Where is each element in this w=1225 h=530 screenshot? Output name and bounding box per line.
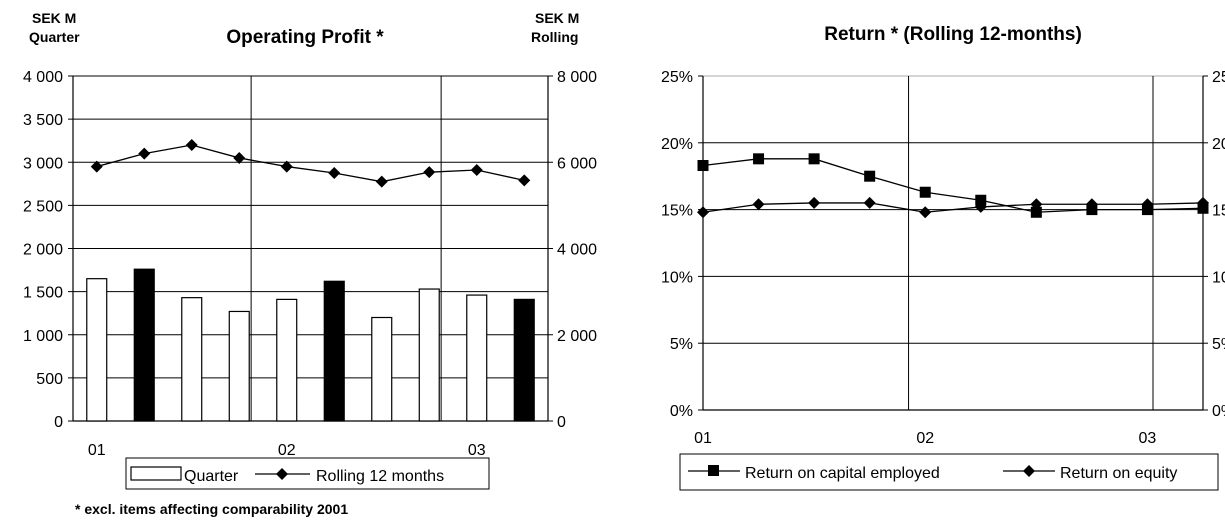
right-chart-grid — [698, 75, 1208, 411]
rolling-point — [90, 160, 103, 173]
left-axis-label-line1: SEK M — [32, 10, 76, 26]
roe-point — [1030, 198, 1043, 211]
quarter-bar — [418, 288, 440, 422]
rolling-point — [518, 174, 531, 187]
roce-point — [697, 160, 709, 172]
return-right-tick-label: 10% — [1212, 269, 1225, 286]
rolling-point — [423, 166, 436, 179]
return-right-tick-label: 20% — [1212, 136, 1225, 153]
return-title: Return * (Rolling 12-months) — [824, 24, 1082, 45]
quarter-bars — [86, 268, 535, 422]
return-left-tick-label: 25% — [661, 69, 693, 86]
roe-point — [697, 206, 709, 219]
roe-point — [919, 206, 932, 219]
right-tick-label: 0 — [557, 414, 566, 431]
legend-roe-marker — [1023, 465, 1035, 477]
left-tick-label: 3 000 — [23, 155, 63, 172]
rolling-series-line — [96, 144, 525, 183]
roe-point — [752, 198, 765, 211]
left-tick-label: 500 — [36, 371, 63, 388]
x-label: 03 — [468, 442, 486, 459]
right-tick-label: 6 000 — [557, 155, 597, 172]
left-axis-label-line2: Quarter — [29, 29, 80, 45]
left-legend: Quarter Rolling 12 months — [125, 457, 490, 490]
left-tick-label: 3 500 — [23, 112, 63, 129]
roe-point — [1197, 196, 1209, 209]
legend-rolling-label: Rolling 12 months — [316, 468, 444, 485]
return-left-tick-label: 0% — [670, 403, 693, 420]
roe-point — [1085, 198, 1098, 211]
rolling-point — [138, 147, 151, 160]
x-label: 02 — [278, 442, 296, 459]
right-axis-label-line2: Rolling — [531, 29, 578, 45]
roce-point — [919, 186, 931, 198]
left-tick-label: 4 000 — [23, 69, 63, 86]
quarter-bar — [466, 294, 488, 422]
quarter-bar — [133, 268, 155, 422]
return-right-tick-label: 25% — [1212, 69, 1225, 86]
rolling-point — [280, 160, 293, 173]
return-x-label: 03 — [1139, 430, 1157, 447]
footnote: * excl. items affecting comparability 20… — [75, 501, 348, 517]
roce-point — [975, 194, 987, 206]
rolling-line — [90, 139, 531, 188]
return-left-tick-label: 20% — [661, 136, 693, 153]
roce-point — [753, 153, 765, 165]
return-right-tick-label: 15% — [1212, 203, 1225, 220]
roe-point — [808, 196, 821, 209]
quarter-bar — [276, 298, 298, 422]
roce-point — [1030, 206, 1042, 218]
roe-point — [1141, 198, 1154, 211]
return-series-line — [702, 202, 1204, 213]
right-legend: Return on capital employed Return on equ… — [679, 453, 1219, 491]
rolling-point — [328, 167, 341, 180]
left-tick-label: 1 000 — [23, 328, 63, 345]
left-tick-label: 2 000 — [23, 242, 63, 259]
return-x-label: 01 — [694, 430, 712, 447]
x-label: 01 — [88, 442, 106, 459]
right-tick-label: 4 000 — [557, 242, 597, 259]
legend-roe-label: Return on equity — [1060, 465, 1177, 482]
legend-roce-label: Return on capital employed — [745, 465, 940, 482]
legend-quarter-label: Quarter — [184, 468, 239, 485]
left-tick-label: 1 500 — [23, 285, 63, 302]
left-chart-ticks: 4 000 3 500 3 000 2 500 2 000 1 500 1 000 500 0 8… — [23, 69, 597, 459]
right-legend-box — [679, 453, 1219, 491]
rolling-point — [375, 175, 388, 188]
quarter-bar — [181, 297, 203, 422]
right-tick-label: 8 000 — [557, 69, 597, 86]
roe-point — [863, 196, 876, 209]
roce-point — [864, 170, 876, 182]
return-x-label: 02 — [916, 430, 934, 447]
left-tick-label: 2 500 — [23, 198, 63, 215]
rolling-point — [185, 139, 198, 151]
operating-profit-title: Operating Profit * — [226, 27, 384, 48]
return-series-line — [702, 158, 1204, 213]
legend-rolling-marker — [276, 468, 288, 480]
legend-roce-marker — [708, 465, 719, 476]
roce-point — [808, 153, 820, 165]
return-right-tick-label: 5% — [1212, 336, 1225, 353]
right-axis-label-line1: SEK M — [535, 10, 579, 26]
quarter-bar — [513, 298, 535, 422]
return-left-tick-label: 5% — [670, 336, 693, 353]
rolling-point — [233, 151, 246, 164]
quarter-bar — [323, 280, 345, 422]
return-left-tick-label: 15% — [661, 203, 693, 220]
legend-quarter-swatch — [130, 466, 182, 481]
quarter-bar — [371, 316, 393, 422]
left-tick-label: 0 — [54, 414, 63, 431]
quarter-bar — [228, 310, 250, 422]
rolling-point — [470, 164, 483, 177]
roe-point — [974, 200, 987, 213]
return-left-tick-label: 10% — [661, 269, 693, 286]
return-right-tick-label: 0% — [1212, 403, 1225, 420]
return-lines — [697, 153, 1209, 219]
right-tick-label: 2 000 — [557, 328, 597, 345]
quarter-bar — [86, 278, 108, 422]
